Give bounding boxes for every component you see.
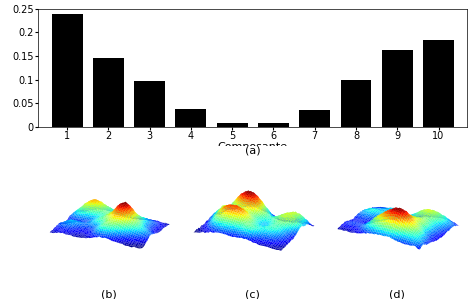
Bar — [298, 110, 329, 126]
Bar — [258, 123, 288, 126]
Bar — [422, 39, 453, 126]
Text: (c): (c) — [245, 290, 260, 299]
Bar — [93, 58, 124, 126]
Text: (b): (b) — [101, 290, 117, 299]
Bar — [175, 109, 206, 126]
Bar — [51, 14, 82, 126]
X-axis label: Composante: Composante — [217, 142, 288, 152]
Text: (a): (a) — [245, 145, 260, 155]
Text: (d): (d) — [388, 290, 404, 299]
Bar — [381, 50, 412, 126]
Bar — [216, 123, 247, 126]
Bar — [134, 81, 165, 126]
Bar — [340, 80, 371, 126]
